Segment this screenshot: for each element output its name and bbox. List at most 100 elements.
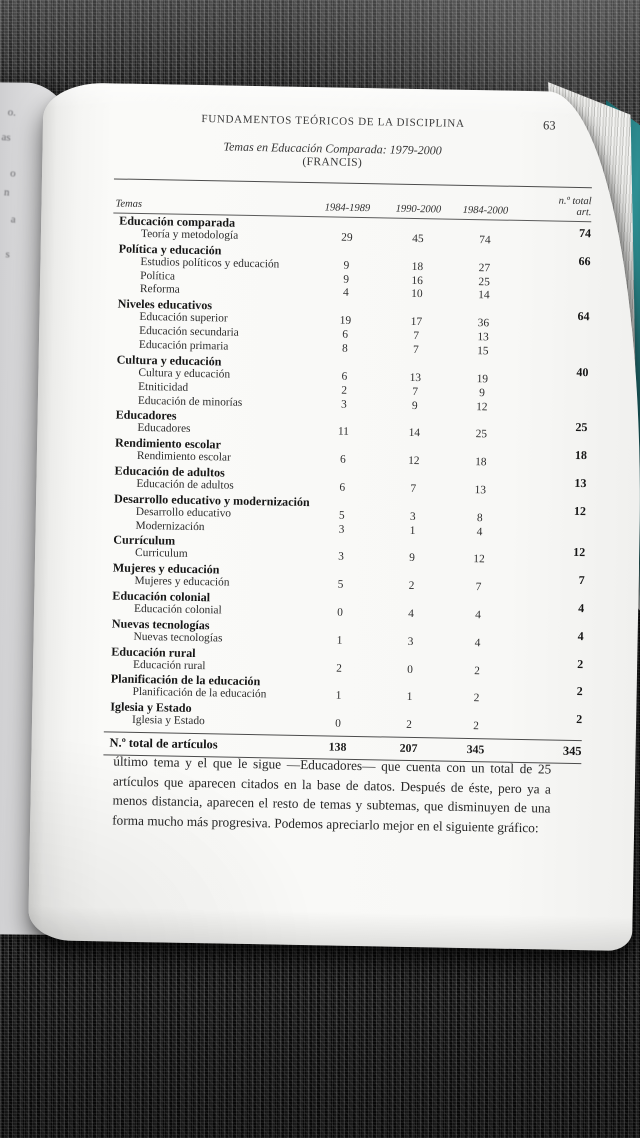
row-value xyxy=(307,450,379,451)
row-value xyxy=(508,730,582,731)
row-value: 2 xyxy=(406,718,412,732)
row-value xyxy=(514,397,588,398)
row-value xyxy=(305,575,377,576)
group-total: 12 xyxy=(573,503,587,518)
row-value: 36 xyxy=(477,317,490,330)
book-page: FUNDAMENTOS TEÓRICOS DE LA DISCIPLINA 63… xyxy=(28,82,640,952)
row-value: 9 xyxy=(409,552,416,565)
row-value: 45 xyxy=(412,232,424,246)
row-value xyxy=(303,659,375,660)
row-value xyxy=(378,507,448,508)
row-value: 25 xyxy=(475,428,488,441)
group-total: 2 xyxy=(576,684,583,699)
row-value: 9 xyxy=(479,386,486,399)
group-total: 2 xyxy=(576,712,583,727)
row-value: 3 xyxy=(407,635,414,648)
row-value: 11 xyxy=(337,425,349,439)
row-value xyxy=(517,244,591,245)
row-value: 29 xyxy=(341,231,353,244)
row-value xyxy=(514,410,588,411)
row-label: Reforma xyxy=(139,283,180,297)
row-value xyxy=(378,479,448,480)
row-value: 5 xyxy=(338,509,345,522)
row-value: 2 xyxy=(473,720,479,733)
row-value xyxy=(509,646,583,647)
row-value xyxy=(383,229,453,230)
row-label: Educación secundaria xyxy=(139,325,239,339)
row-value: 9 xyxy=(343,273,350,286)
row-value: 27 xyxy=(478,261,491,275)
row-value: 0 xyxy=(335,717,341,730)
row-value xyxy=(304,603,376,604)
row-value xyxy=(511,563,585,564)
group-total: 12 xyxy=(573,545,586,560)
row-value xyxy=(302,714,374,715)
header-1984-1989: 1984-1989 xyxy=(324,202,371,215)
row-label: Cultura y educación xyxy=(138,366,231,381)
row-value: 9 xyxy=(411,399,418,412)
row-value: 7 xyxy=(475,581,482,594)
row-value xyxy=(307,478,379,479)
row-value: 25 xyxy=(478,275,490,288)
row-value: 8 xyxy=(341,342,348,355)
row-value: 14 xyxy=(408,427,421,440)
row-value xyxy=(510,591,584,592)
row-value: 13 xyxy=(409,371,422,384)
row-value: 19 xyxy=(339,314,352,328)
row-value xyxy=(311,228,383,229)
row-value: 1 xyxy=(335,689,342,702)
row-value: 1 xyxy=(409,524,416,537)
row-value: 4 xyxy=(474,636,481,649)
row-value xyxy=(446,633,510,634)
left-page-fragment: s xyxy=(5,248,11,261)
row-value: 2 xyxy=(341,384,348,397)
row-value: 6 xyxy=(341,370,348,383)
row-label: Curriculum xyxy=(134,547,188,561)
row-value xyxy=(514,383,588,384)
row-value: 4 xyxy=(408,607,414,620)
header-total: n.º total art. xyxy=(517,195,592,219)
group-total: 66 xyxy=(578,253,591,268)
row-value: 16 xyxy=(411,274,423,287)
row-label: Educadores xyxy=(137,422,191,436)
row-value: 0 xyxy=(407,663,413,676)
row-value: 6 xyxy=(339,481,346,494)
row-value: 3 xyxy=(338,550,345,564)
total-value: 138 xyxy=(328,739,347,755)
group-total: 4 xyxy=(577,628,584,643)
row-value: 12 xyxy=(476,400,488,413)
row-value: 9 xyxy=(343,259,350,272)
row-value xyxy=(509,674,583,675)
group-total: 25 xyxy=(575,420,588,435)
row-value xyxy=(308,423,380,424)
row-label: Educación colonial xyxy=(133,602,222,617)
row-value xyxy=(304,631,376,632)
group-total: 2 xyxy=(577,656,584,671)
row-value xyxy=(376,632,446,633)
row-value: 4 xyxy=(342,287,349,300)
row-value xyxy=(449,453,513,454)
row-value xyxy=(311,256,383,257)
row-label: Educación primaria xyxy=(138,338,229,353)
row-value: 3 xyxy=(409,510,416,523)
row-value xyxy=(444,717,508,718)
row-value: 13 xyxy=(477,331,489,344)
row-value xyxy=(377,549,447,550)
row-value xyxy=(375,660,445,661)
row-value: 13 xyxy=(474,484,487,497)
row-value xyxy=(516,272,590,273)
header-temas: Temas xyxy=(115,198,143,210)
row-value xyxy=(380,424,450,425)
row-label: Nuevas tecnologías xyxy=(133,630,223,645)
row-value xyxy=(512,494,586,495)
row-value: 19 xyxy=(476,372,489,386)
row-value xyxy=(513,466,587,467)
row-value: 7 xyxy=(412,385,419,398)
header-total-line2: art. xyxy=(576,206,592,219)
table-rows: Educación comparada 74 Teoría y metodologí… xyxy=(104,213,591,736)
row-label: Rendimiento escolar xyxy=(136,450,231,464)
group-total: 40 xyxy=(576,364,589,380)
row-value xyxy=(513,438,587,439)
row-value xyxy=(452,314,516,315)
